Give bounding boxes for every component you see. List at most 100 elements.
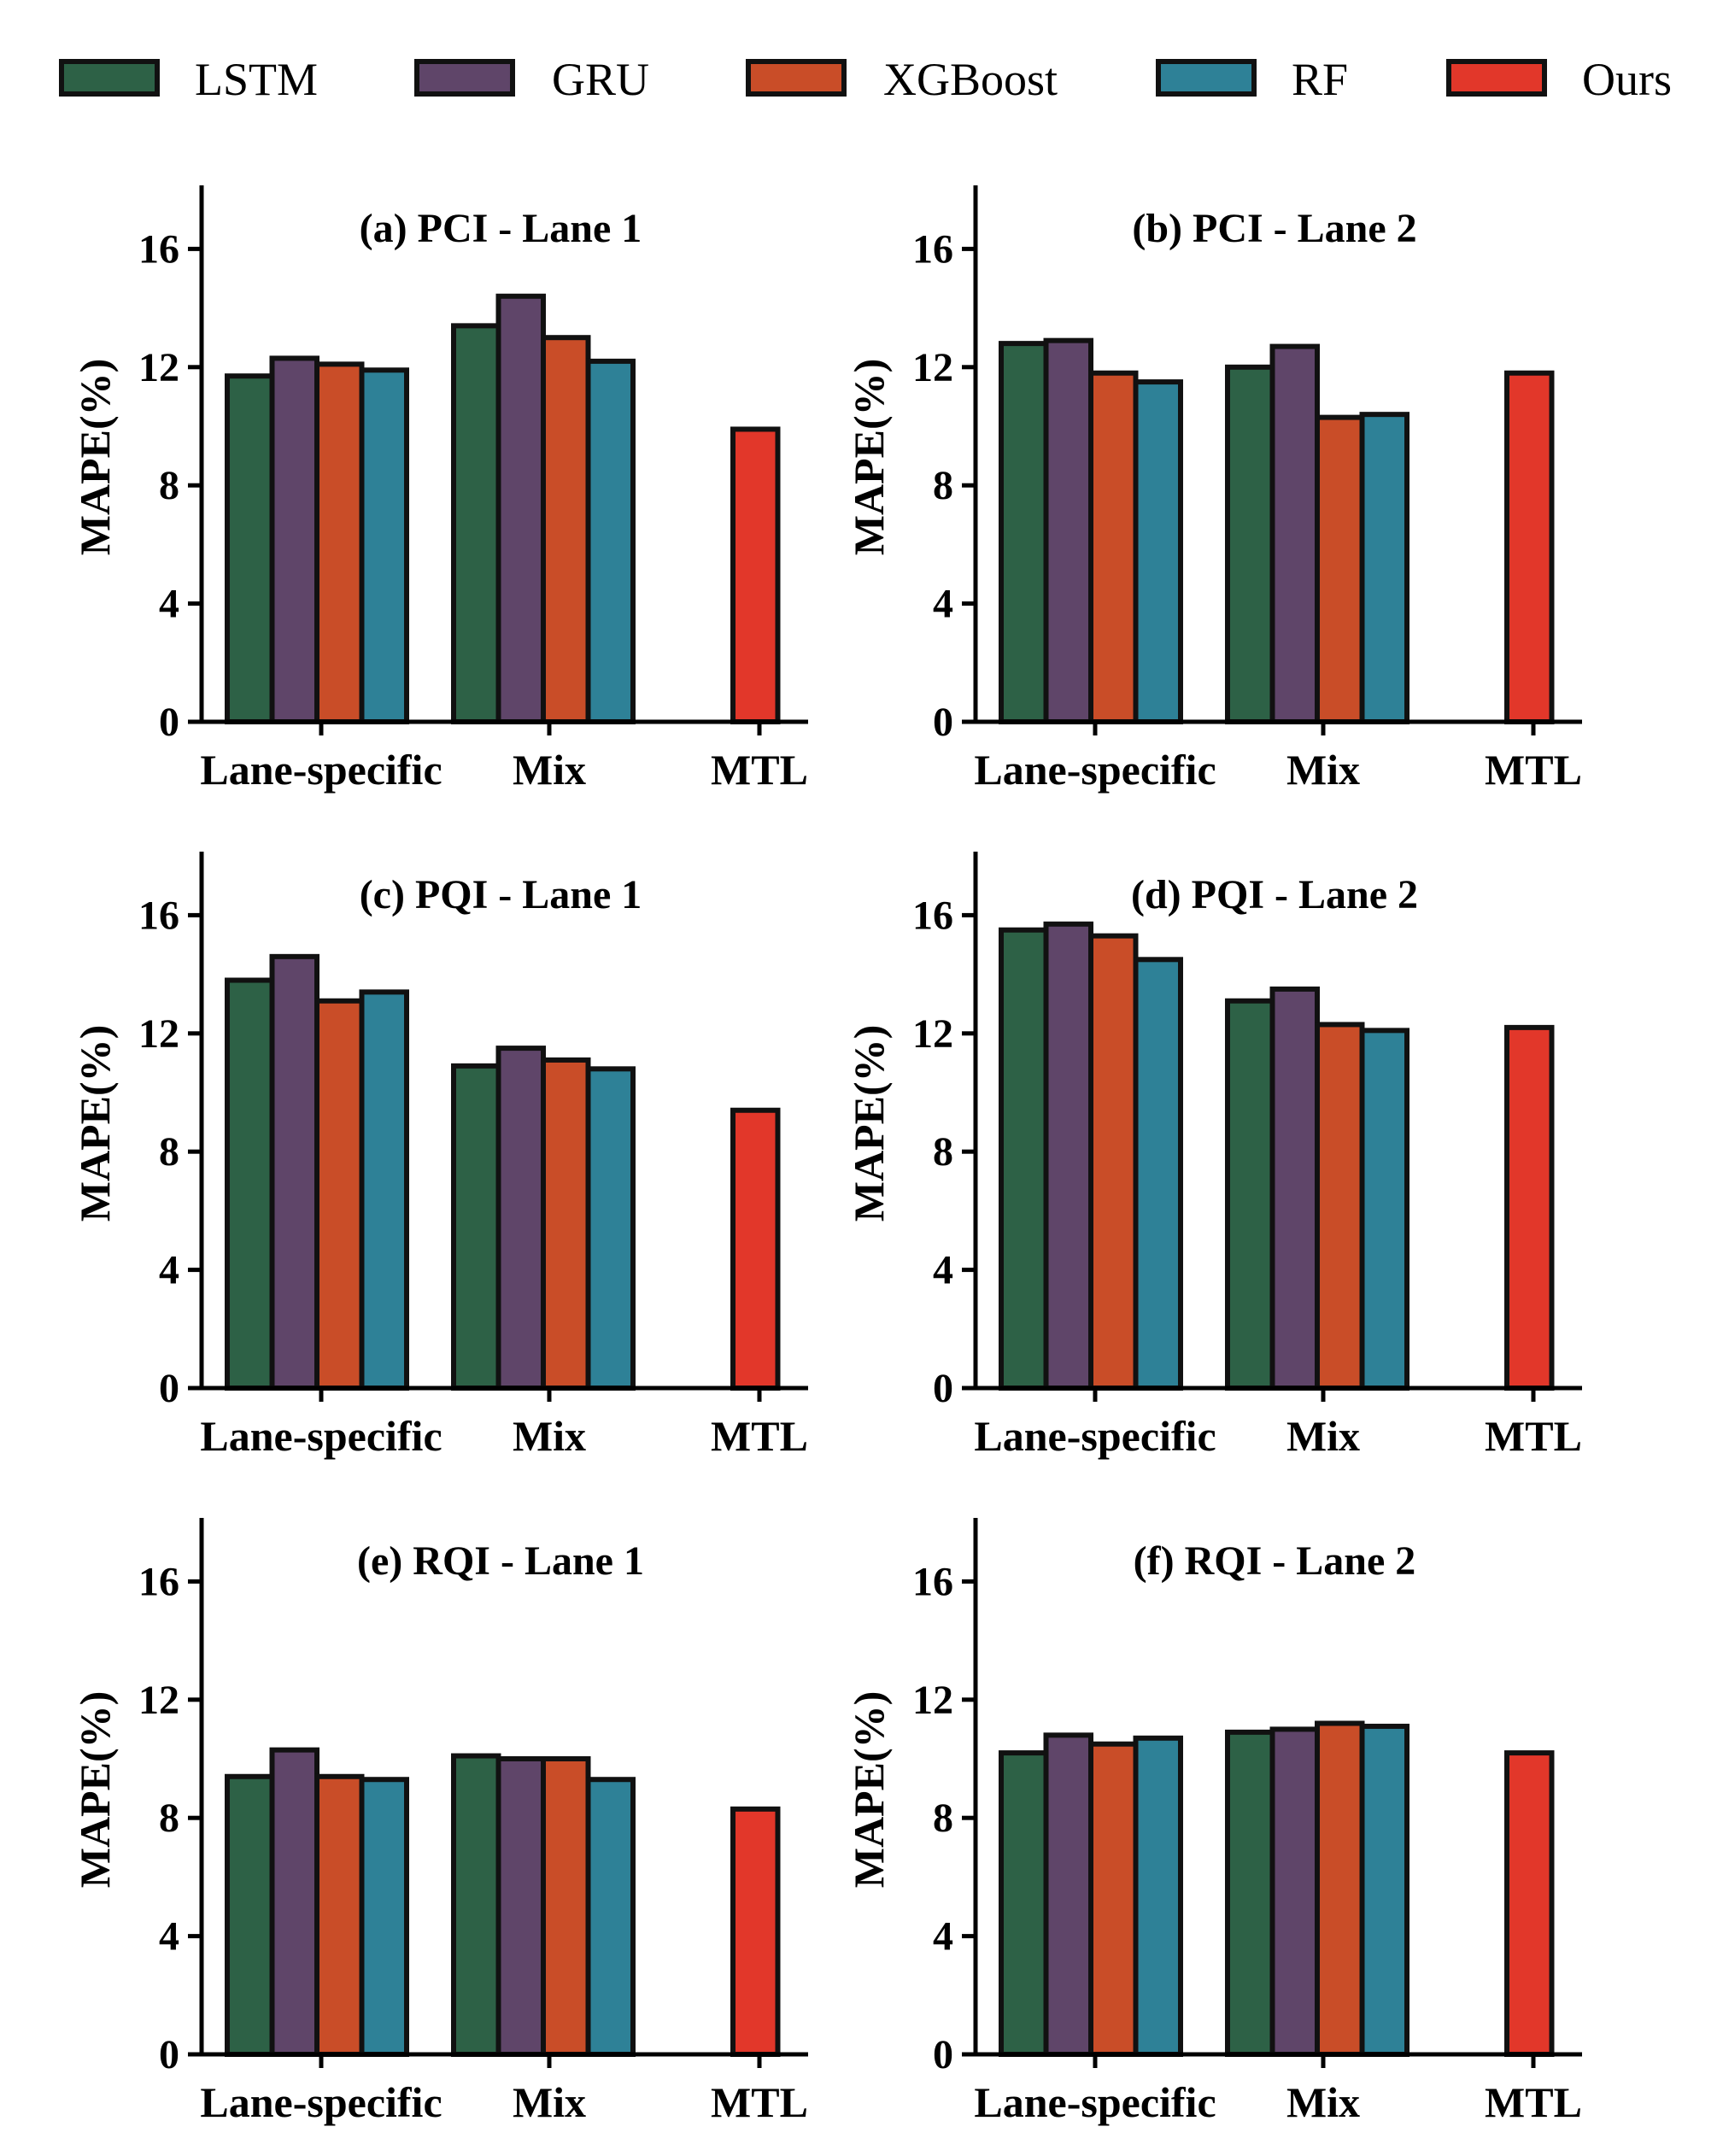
x-tick-label: Mix — [1286, 746, 1360, 794]
bar-rf-mix — [585, 1777, 636, 2057]
bar-xgboost-lane-specific — [314, 1773, 365, 2057]
bar-xgboost-mix — [1315, 414, 1365, 724]
y-tick-label: 16 — [138, 1559, 179, 1604]
bar-gru-lane-specific — [269, 355, 319, 724]
x-tick-label: Lane-specific — [974, 746, 1216, 794]
y-tick-label: 8 — [933, 1796, 953, 1841]
bar-gru-mix — [1269, 986, 1320, 1391]
y-axis-label: MAPE(%) — [71, 359, 119, 556]
bar-lstm-mix — [1225, 364, 1275, 724]
bar-gru-lane-specific — [1043, 1732, 1093, 2057]
x-tick-label: MTL — [1485, 746, 1582, 794]
legend-item-lstm: LSTM — [59, 54, 318, 105]
x-tick-label: MTL — [711, 746, 808, 794]
legend-item-rf: RF — [1156, 54, 1348, 105]
bar-rf-mix — [1359, 412, 1409, 724]
y-axis-label: MAPE(%) — [845, 1025, 893, 1222]
legend-label: GRU — [552, 54, 649, 105]
bar-xgboost-lane-specific — [1088, 370, 1139, 724]
y-tick-label: 8 — [933, 1129, 953, 1175]
bar-rf-lane-specific — [359, 1777, 409, 2057]
y-axis-label: MAPE(%) — [845, 1691, 893, 1889]
bar-rf-mix — [585, 358, 636, 724]
y-tick-label: 16 — [138, 893, 179, 938]
y-tick-label: 8 — [159, 1796, 179, 1841]
bar-lstm-lane-specific — [225, 1773, 275, 2057]
bar-lstm-lane-specific — [225, 977, 275, 1391]
bar-gru-mix — [1269, 1726, 1320, 2058]
bar-gru-lane-specific — [269, 1747, 319, 2058]
panel-title: (f) RQI - Lane 2 — [1134, 1538, 1416, 1584]
x-tick-label: Mix — [513, 1412, 586, 1460]
y-axis-label: MAPE(%) — [71, 1691, 119, 1889]
panel-title: (d) PQI - Lane 2 — [1131, 872, 1418, 917]
bar-xgboost-mix — [541, 1756, 591, 2057]
bar-lstm-lane-specific — [999, 341, 1049, 724]
legend-swatch-ours — [1446, 59, 1547, 97]
bar-xgboost-lane-specific — [314, 361, 365, 724]
bar-ours-mtl — [730, 1806, 781, 2058]
y-tick-label: 4 — [159, 1248, 179, 1293]
y-tick-label: 12 — [912, 345, 953, 390]
x-tick-label: Mix — [1286, 2078, 1360, 2126]
y-tick-label: 16 — [912, 1559, 953, 1604]
bar-lstm-lane-specific — [225, 373, 275, 724]
bar-rf-mix — [585, 1066, 636, 1391]
legend-item-xgboost: XGBoost — [746, 54, 1058, 105]
bar-rf-lane-specific — [1133, 379, 1183, 724]
y-tick-label: 4 — [933, 1914, 953, 1960]
bar-rf-lane-specific — [1133, 1735, 1183, 2058]
bar-lstm-mix — [1225, 1729, 1275, 2057]
y-tick-label: 12 — [912, 1011, 953, 1057]
y-tick-label: 0 — [933, 1366, 953, 1411]
panel-title: (c) PQI - Lane 1 — [360, 872, 642, 917]
x-tick-label: Lane-specific — [200, 2078, 442, 2126]
bar-xgboost-lane-specific — [314, 998, 365, 1391]
bar-rf-mix — [1359, 1028, 1409, 1391]
panel-f: 0 4 8 12 16 Lane-specific Mix MTL (f) RQI - Lane… — [845, 1518, 1582, 2126]
bar-xgboost-lane-specific — [1088, 1741, 1139, 2057]
y-axis-label: MAPE(%) — [71, 1025, 119, 1222]
legend-item-gru: GRU — [414, 54, 649, 105]
bar-xgboost-mix — [541, 1057, 591, 1391]
panel-c: 0 4 8 12 16 Lane-specific Mix MTL (c) PQI - Lane… — [71, 852, 808, 1460]
y-tick-label: 4 — [933, 582, 953, 627]
x-tick-label: Mix — [513, 2078, 586, 2126]
y-tick-label: 4 — [159, 582, 179, 627]
x-tick-label: Lane-specific — [200, 746, 442, 794]
y-axis-label: MAPE(%) — [845, 359, 893, 556]
legend-label: LSTM — [195, 54, 318, 105]
bar-ours-mtl — [730, 1107, 781, 1391]
panel-title: (e) RQI - Lane 1 — [357, 1538, 644, 1584]
x-tick-label: Mix — [513, 746, 586, 794]
bar-lstm-lane-specific — [999, 927, 1049, 1391]
legend-label: XGBoost — [883, 54, 1058, 105]
panel-d: 0 4 8 12 16 Lane-specific Mix MTL (d) PQI - Lane… — [845, 852, 1582, 1460]
bar-ours-mtl — [1504, 370, 1555, 724]
legend-swatch-rf — [1156, 59, 1257, 97]
bar-xgboost-mix — [1315, 1720, 1365, 2057]
bar-lstm-mix — [1225, 998, 1275, 1391]
y-tick-label: 4 — [933, 1248, 953, 1293]
y-tick-label: 0 — [933, 2032, 953, 2077]
bar-lstm-mix — [451, 1753, 501, 2058]
y-tick-label: 16 — [912, 893, 953, 938]
bar-ours-mtl — [1504, 1750, 1555, 2058]
y-tick-label: 0 — [159, 1366, 179, 1411]
y-tick-label: 12 — [138, 1011, 179, 1057]
bar-lstm-lane-specific — [999, 1750, 1049, 2058]
bar-lstm-mix — [451, 323, 501, 724]
y-tick-label: 4 — [159, 1914, 179, 1960]
bar-gru-mix — [495, 293, 546, 724]
x-tick-label: Lane-specific — [974, 1412, 1216, 1460]
x-tick-label: Lane-specific — [974, 2078, 1216, 2126]
bar-xgboost-mix — [1315, 1022, 1365, 1391]
y-tick-label: 8 — [159, 463, 179, 508]
bar-gru-mix — [1269, 343, 1320, 724]
bar-lstm-mix — [451, 1063, 501, 1391]
bar-ours-mtl — [730, 426, 781, 724]
y-tick-label: 0 — [933, 700, 953, 745]
bar-gru-lane-specific — [1043, 337, 1093, 724]
y-tick-label: 8 — [159, 1129, 179, 1175]
